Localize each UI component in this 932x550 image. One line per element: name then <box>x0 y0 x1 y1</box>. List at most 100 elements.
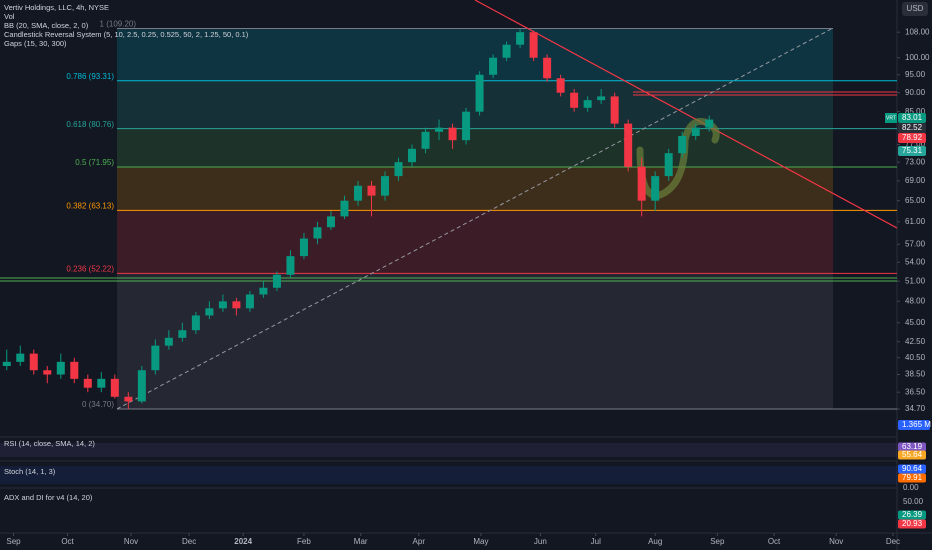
fib-band <box>117 210 833 274</box>
candle-body <box>29 353 38 371</box>
y-tick-label: 90.00 <box>905 88 926 97</box>
candle-body <box>43 370 52 375</box>
pane-tag <box>898 442 926 452</box>
candle-body <box>340 200 349 217</box>
pane-title: RSI (14, close, SMA, 14, 2) <box>4 439 95 448</box>
pane-tag-label: 55.64 <box>902 450 923 459</box>
candle-body <box>299 238 308 257</box>
candle-body <box>489 57 498 75</box>
fib-label: 0.382 (63.13) <box>66 201 114 210</box>
candle-body <box>110 378 119 397</box>
fib-label: 1 (109.20) <box>100 20 137 29</box>
candle-body <box>597 96 606 101</box>
y-tick-label: 61.00 <box>905 217 926 226</box>
fib-label: 0 (34.70) <box>82 400 114 409</box>
pane-tag <box>898 450 926 460</box>
symbol-tag <box>885 113 897 123</box>
pane-tag-label: 20.93 <box>902 519 923 528</box>
fib-band <box>117 273 833 409</box>
fib-band <box>117 166 833 211</box>
candle-body <box>178 330 187 338</box>
pane-tag <box>898 464 926 474</box>
candle-body <box>610 96 619 124</box>
candle-body <box>448 127 457 141</box>
candle-body <box>624 123 633 167</box>
pane-tag <box>898 519 926 529</box>
candle-body <box>83 378 92 388</box>
y-tick-label: 45.00 <box>905 318 926 327</box>
price-tag <box>898 133 926 143</box>
pane-axis-label: 50.00 <box>903 497 924 506</box>
candle-body <box>570 92 579 108</box>
candle-body <box>381 176 390 196</box>
price-tag <box>898 113 926 123</box>
candle-body <box>475 74 484 112</box>
candle-body <box>421 131 430 149</box>
y-tick-label: 85.00 <box>905 107 926 116</box>
candle-body <box>637 166 646 201</box>
x-tick-label: Feb <box>297 537 311 546</box>
pane-tag <box>898 510 926 520</box>
candle-body <box>394 162 403 177</box>
candle-body <box>529 32 538 58</box>
candle-body <box>70 361 79 379</box>
x-tick-label: Aug <box>648 537 662 546</box>
price-tag-label: 82.52 <box>902 123 923 132</box>
indicator-label: Gaps (15, 30, 300) <box>4 39 67 48</box>
candle-body <box>651 176 660 201</box>
symbol-title: Vertiv Holdings, LLC, 4h, NYSE <box>4 3 109 12</box>
candle-body <box>664 153 673 177</box>
x-tick-label: Jun <box>534 537 547 546</box>
candle-body <box>286 256 295 275</box>
pane-tag-label: 63.19 <box>902 442 923 451</box>
y-tick-label: 48.00 <box>905 296 926 305</box>
candle-body <box>583 100 592 108</box>
x-tick-label: Oct <box>61 537 74 546</box>
y-tick-label: 34.70 <box>905 404 926 413</box>
candle-body <box>16 353 25 362</box>
candle-body <box>56 361 65 375</box>
indicator-label: Candlestick Reversal System (5, 10, 2.5,… <box>4 30 249 39</box>
candle-body <box>367 185 376 196</box>
candle-body <box>2 361 11 367</box>
currency-box[interactable] <box>902 2 928 16</box>
price-tag-label: 78.92 <box>902 133 923 142</box>
x-tick-label: Nov <box>829 537 843 546</box>
candle-body <box>232 301 241 309</box>
candle-body <box>408 148 417 163</box>
candle-body <box>678 135 687 154</box>
fibonacci: 1 (109.20) 0.786 (93.31) 0.618 (80.76) 0.5 … <box>66 20 897 410</box>
currency[interactable]: USD <box>907 4 924 13</box>
candle-body <box>151 345 160 371</box>
pane-title: Stoch (14, 1, 3) <box>4 467 56 476</box>
price-tag <box>898 146 926 156</box>
candle-body <box>353 185 362 201</box>
pane-axis-label: 0.00 <box>903 483 919 492</box>
fib-label: 0.786 (93.31) <box>66 72 114 81</box>
x-tick-label: Nov <box>124 537 138 546</box>
x-tick-label: Jul <box>591 537 601 546</box>
x-tick-label: Dec <box>886 537 900 546</box>
candle-body <box>137 370 146 402</box>
pane-tag-label: 79.91 <box>902 473 923 482</box>
y-tick-label: 65.00 <box>905 196 926 205</box>
x-tick-label: Oct <box>768 537 781 546</box>
x-tick-label: Dec <box>182 537 196 546</box>
candle-body <box>191 315 200 331</box>
candle-body <box>556 78 565 93</box>
candle-body <box>502 44 511 58</box>
price-tag-label: 75.31 <box>902 146 923 155</box>
y-tick-label: 40.50 <box>905 353 926 362</box>
x-tick-label: Apr <box>413 537 426 546</box>
fib-label: 0.5 (71.95) <box>75 158 114 167</box>
x-tick-label: 2024 <box>234 537 252 546</box>
y-tick-label: 54.00 <box>905 257 926 266</box>
pane-tag <box>898 473 926 483</box>
y-tick-label: 69.00 <box>905 176 926 185</box>
volume-tag <box>898 420 930 430</box>
candle-body <box>462 111 471 141</box>
candle-body <box>218 301 227 309</box>
indicator-label: Vol <box>4 12 15 21</box>
candle-body <box>164 337 173 346</box>
y-tick-label: 73.00 <box>905 157 926 166</box>
